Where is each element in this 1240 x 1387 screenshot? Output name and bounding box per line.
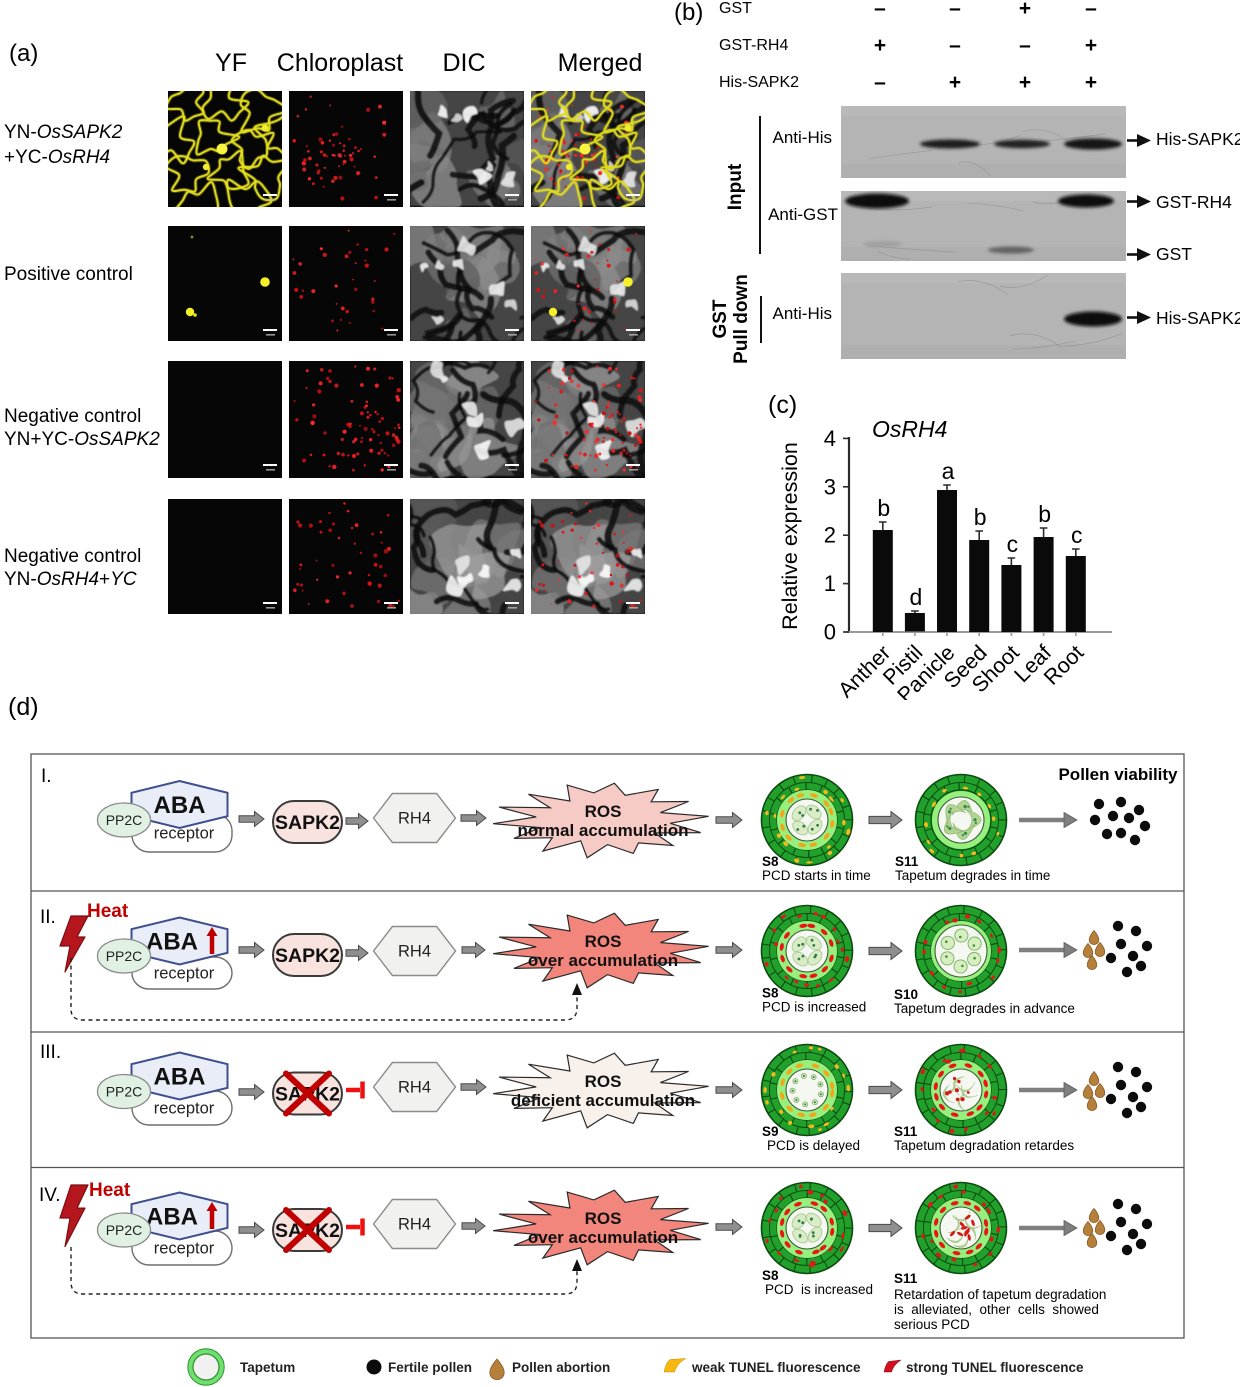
- svg-text:receptor: receptor: [154, 825, 215, 843]
- svg-text:Root: Root: [1039, 641, 1088, 690]
- svg-text:over accumulation: over accumulation: [528, 1228, 678, 1247]
- svg-text:S11: S11: [895, 854, 919, 869]
- svg-text:I.: I.: [41, 766, 52, 787]
- svg-text:deficient accumulation: deficient accumulation: [511, 1091, 695, 1110]
- svg-text:PP2C: PP2C: [106, 948, 143, 964]
- svg-text:S11: S11: [894, 1271, 918, 1286]
- svg-text:Fertile pollen: Fertile pollen: [388, 1360, 472, 1375]
- svg-text:serious PCD: serious PCD: [894, 1317, 970, 1332]
- svg-text:OsRH4: OsRH4: [872, 416, 947, 442]
- svg-text:(c): (c): [768, 391, 797, 419]
- svg-text:ABA: ABA: [146, 929, 198, 956]
- svg-text:S9: S9: [762, 1124, 779, 1139]
- svg-text:4: 4: [824, 426, 836, 451]
- svg-text:S8: S8: [762, 986, 779, 1001]
- svg-text:Pollen viability: Pollen viability: [1058, 765, 1178, 784]
- svg-text:b: b: [1038, 501, 1051, 527]
- svg-text:Tapetum degrades in time: Tapetum degrades in time: [895, 868, 1050, 883]
- svg-text:PCD starts in time: PCD starts in time: [762, 868, 871, 883]
- svg-text:III.: III.: [40, 1042, 61, 1063]
- svg-text:S10: S10: [894, 987, 918, 1002]
- svg-text:ROS: ROS: [585, 1072, 622, 1091]
- svg-text:c: c: [1071, 522, 1083, 548]
- svg-text:Retardation of tapetum degrada: Retardation of tapetum degradation: [894, 1287, 1106, 1302]
- svg-text:RH4: RH4: [398, 1216, 431, 1234]
- svg-text:IV.: IV.: [39, 1185, 61, 1206]
- svg-text:is alleviated, other cells: is alleviated, other cells showed: [894, 1302, 1099, 1317]
- svg-text:ROS: ROS: [585, 1209, 622, 1228]
- svg-text:d: d: [910, 584, 923, 610]
- svg-text:a: a: [942, 458, 955, 484]
- svg-text:b: b: [974, 504, 987, 530]
- svg-text:2: 2: [824, 523, 836, 548]
- svg-text:Tapetum degrades in advance: Tapetum degrades in advance: [894, 1001, 1075, 1016]
- svg-text:PCD is increased: PCD is increased: [765, 1282, 873, 1297]
- svg-text:b: b: [877, 495, 890, 521]
- svg-text:S8: S8: [762, 854, 779, 869]
- svg-text:PP2C: PP2C: [106, 1222, 143, 1238]
- svg-text:RH4: RH4: [398, 1079, 431, 1097]
- svg-text:Pollen abortion: Pollen abortion: [512, 1360, 610, 1375]
- svg-text:c: c: [1007, 531, 1019, 557]
- svg-text:S11: S11: [894, 1124, 918, 1139]
- svg-text:RH4: RH4: [398, 943, 431, 961]
- svg-text:ABA: ABA: [146, 1204, 198, 1231]
- svg-text:ABA: ABA: [154, 1064, 206, 1091]
- svg-text:strong TUNEL fluorescence: strong TUNEL fluorescence: [906, 1360, 1084, 1375]
- svg-text:PCD is delayed: PCD is delayed: [767, 1138, 860, 1153]
- svg-text:ROS: ROS: [585, 802, 622, 821]
- svg-text:PP2C: PP2C: [106, 1084, 143, 1100]
- svg-text:II.: II.: [40, 907, 56, 928]
- svg-text:SAPK2: SAPK2: [275, 812, 340, 834]
- svg-text:1: 1: [824, 571, 836, 596]
- svg-text:ABA: ABA: [154, 792, 206, 819]
- svg-text:3: 3: [824, 474, 836, 499]
- svg-text:S8: S8: [762, 1268, 779, 1283]
- svg-text:Relative expression: Relative expression: [778, 442, 802, 630]
- svg-text:Tapetum degradation retardes: Tapetum degradation retardes: [894, 1138, 1074, 1153]
- svg-text:PP2C: PP2C: [106, 812, 143, 828]
- svg-text:Tapetum: Tapetum: [240, 1360, 295, 1375]
- svg-text:over accumulation: over accumulation: [528, 951, 678, 970]
- svg-text:Heat: Heat: [87, 901, 129, 922]
- svg-text:PCD is increased: PCD is increased: [762, 1000, 866, 1015]
- svg-text:receptor: receptor: [154, 965, 215, 983]
- svg-text:receptor: receptor: [154, 1240, 215, 1258]
- svg-text:0: 0: [824, 620, 836, 645]
- svg-text:Heat: Heat: [89, 1180, 131, 1201]
- svg-text:ROS: ROS: [585, 932, 622, 951]
- svg-text:normal accumulation: normal accumulation: [518, 821, 689, 840]
- svg-text:RH4: RH4: [398, 810, 431, 828]
- svg-text:SAPK2: SAPK2: [275, 945, 340, 967]
- svg-text:(d): (d): [8, 693, 39, 721]
- svg-text:receptor: receptor: [154, 1100, 215, 1118]
- svg-text:weak TUNEL fluorescence: weak TUNEL fluorescence: [691, 1360, 861, 1375]
